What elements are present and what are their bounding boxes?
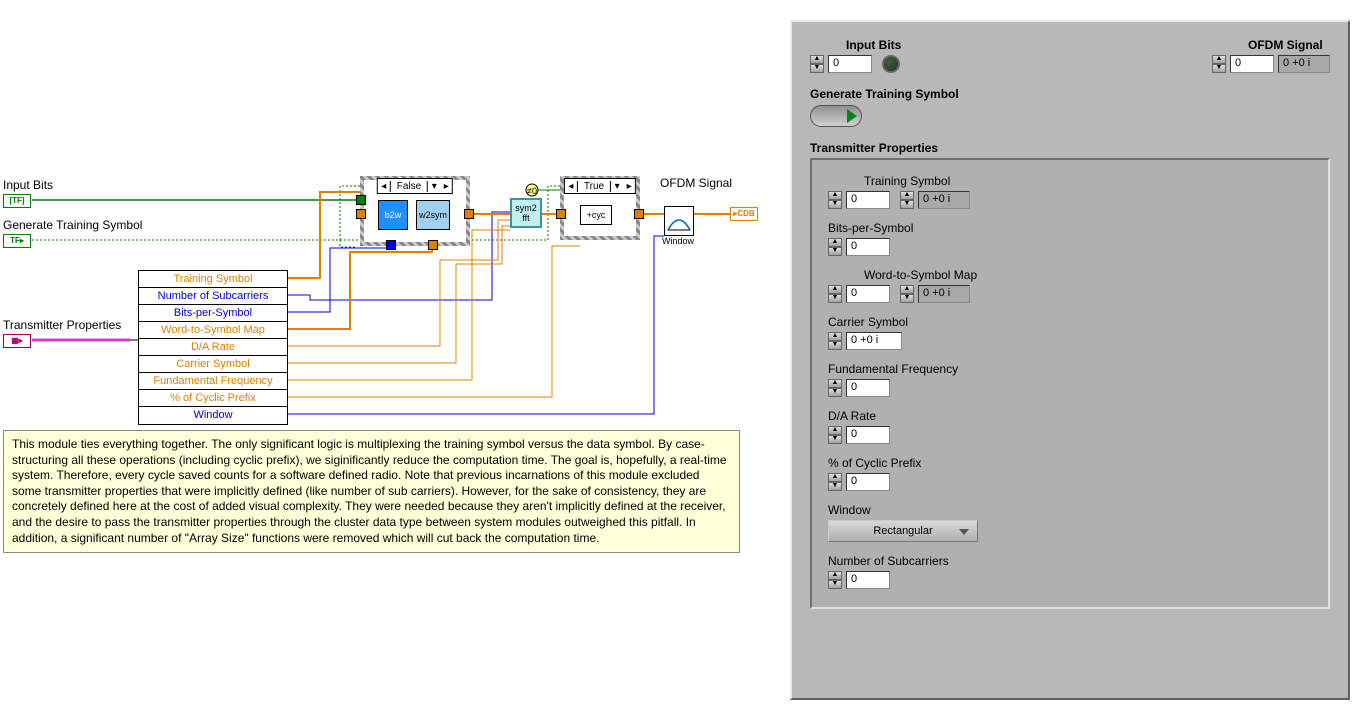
tunnel: [464, 209, 474, 219]
tx-props-label: Transmitter Properties: [3, 318, 121, 332]
value-spinner[interactable]: ▲▼: [828, 571, 842, 589]
tunnel: [634, 209, 644, 219]
w2s-label: Word-to-Symbol Map: [864, 268, 1312, 282]
window-vi-label: Window: [662, 236, 694, 246]
gen-training-label: Generate Training Symbol: [3, 218, 142, 232]
tx-props-cluster: Training Symbol ▲▼ 0 ▲▼ 0 +0 i Bits-per-…: [810, 158, 1330, 609]
input-bits-label: Input Bits: [3, 178, 53, 192]
unbundle-item[interactable]: Carrier Symbol: [139, 356, 287, 373]
tunnel: [386, 240, 396, 250]
front-panel: Input Bits ▲▼ 0 OFDM Signal ▲▼ 0 0 +0 i …: [790, 20, 1350, 700]
window-label: Window: [828, 503, 1312, 517]
carrier-input[interactable]: 0 +0 i: [846, 332, 902, 350]
bps-label: Bits-per-Symbol: [828, 221, 1312, 235]
tunnel: [356, 195, 366, 205]
gen-training-switch[interactable]: [810, 105, 862, 127]
cyc-subvi[interactable]: +cyc: [580, 205, 612, 225]
array-index-spinner[interactable]: ▲▼: [828, 191, 842, 209]
unbundle-item[interactable]: Number of Subcarriers: [139, 288, 287, 305]
unbundle-item[interactable]: D/A Rate: [139, 339, 287, 356]
case-next-icon[interactable]: ▸: [623, 181, 635, 192]
case-selector-1[interactable]: ◂ False ▾ ▸: [377, 178, 453, 194]
value-spinner[interactable]: ▲▼: [828, 238, 842, 256]
training-symbol-label: Training Symbol: [864, 174, 1312, 188]
array-index-spinner[interactable]: ▲▼: [810, 55, 824, 73]
value-spinner[interactable]: ▲▼: [828, 426, 842, 444]
ofdm-value-indicator: 0 +0 i: [1278, 55, 1330, 73]
unbundle-item[interactable]: Fundamental Frequency: [139, 373, 287, 390]
bool-led-icon[interactable]: [882, 55, 900, 73]
cyclic-input[interactable]: 0: [846, 473, 890, 491]
value-spinner[interactable]: ▲▼: [900, 285, 914, 303]
array-index-input[interactable]: 0: [846, 191, 890, 209]
value-spinner[interactable]: ▲▼: [828, 379, 842, 397]
unbundle-item[interactable]: Training Symbol: [139, 271, 287, 288]
b2w-subvi[interactable]: b2w: [378, 200, 408, 230]
array-index-spinner[interactable]: ▲▼: [828, 285, 842, 303]
fund-freq-label: Fundamental Frequency: [828, 362, 1312, 376]
cyclic-label: % of Cyclic Prefix: [828, 456, 1312, 470]
description-box: This module ties everything together. Th…: [3, 430, 740, 553]
sym2fft-subvi[interactable]: sym2 fft: [510, 198, 542, 228]
block-diagram: ≠0 Input Bits [TF] Generate Training Sym…: [0, 0, 790, 706]
case-prev-icon[interactable]: ◂: [565, 181, 577, 192]
window-menu-ring[interactable]: Rectangular: [828, 520, 978, 542]
carrier-label: Carrier Symbol: [828, 315, 1312, 329]
tunnel: [356, 209, 366, 219]
tunnel: [428, 240, 438, 250]
case-prev-icon[interactable]: ◂: [378, 181, 390, 192]
tx-props-terminal[interactable]: ▦▸: [3, 334, 31, 348]
case-dropdown-icon[interactable]: ▾: [428, 181, 440, 192]
ofdm-signal-terminal[interactable]: ▸CDB: [730, 207, 758, 221]
svg-text:≠0: ≠0: [527, 186, 537, 196]
array-index-spinner[interactable]: ▲▼: [1212, 55, 1226, 73]
array-index-input[interactable]: 0: [828, 55, 872, 73]
w2s-value[interactable]: 0 +0 i: [918, 285, 970, 303]
unbundle-by-name[interactable]: Training Symbol Number of Subcarriers Bi…: [138, 270, 288, 425]
value-spinner[interactable]: ▲▼: [900, 191, 914, 209]
tx-props-fp-label: Transmitter Properties: [810, 141, 1330, 155]
case-dropdown-icon[interactable]: ▾: [611, 181, 623, 192]
unbundle-item[interactable]: Window: [139, 407, 287, 424]
ofdm-fp-label: OFDM Signal: [1248, 38, 1330, 52]
input-bits-fp-label: Input Bits: [846, 38, 901, 52]
bps-input[interactable]: 0: [846, 238, 890, 256]
array-index-input[interactable]: 0: [846, 285, 890, 303]
case-structure-1[interactable]: ◂ False ▾ ▸: [360, 176, 470, 246]
input-bits-terminal[interactable]: [TF]: [3, 194, 31, 208]
num-sub-label: Number of Subcarriers: [828, 554, 1312, 568]
num-sub-input[interactable]: 0: [846, 571, 890, 589]
tunnel: [556, 209, 566, 219]
fund-freq-input[interactable]: 0: [846, 379, 890, 397]
case-next-icon[interactable]: ▸: [440, 181, 452, 192]
training-symbol-value[interactable]: 0 +0 i: [918, 191, 970, 209]
w2sym-subvi[interactable]: w2sym: [416, 200, 450, 230]
gen-training-fp-label: Generate Training Symbol: [810, 87, 1330, 101]
value-spinner[interactable]: ▲▼: [828, 473, 842, 491]
array-index-input[interactable]: 0: [1230, 55, 1274, 73]
unbundle-item[interactable]: Bits-per-Symbol: [139, 305, 287, 322]
da-rate-input[interactable]: 0: [846, 426, 890, 444]
ofdm-signal-label: OFDM Signal: [660, 176, 732, 190]
value-spinner[interactable]: ▲▼: [828, 332, 842, 350]
unbundle-item[interactable]: % of Cyclic Prefix: [139, 390, 287, 407]
unbundle-item[interactable]: Word-to-Symbol Map: [139, 322, 287, 339]
case-selector-2[interactable]: ◂ True ▾ ▸: [564, 178, 636, 194]
da-rate-label: D/A Rate: [828, 409, 1312, 423]
window-subvi[interactable]: [664, 206, 694, 236]
gen-training-terminal[interactable]: TF▸: [3, 234, 31, 248]
